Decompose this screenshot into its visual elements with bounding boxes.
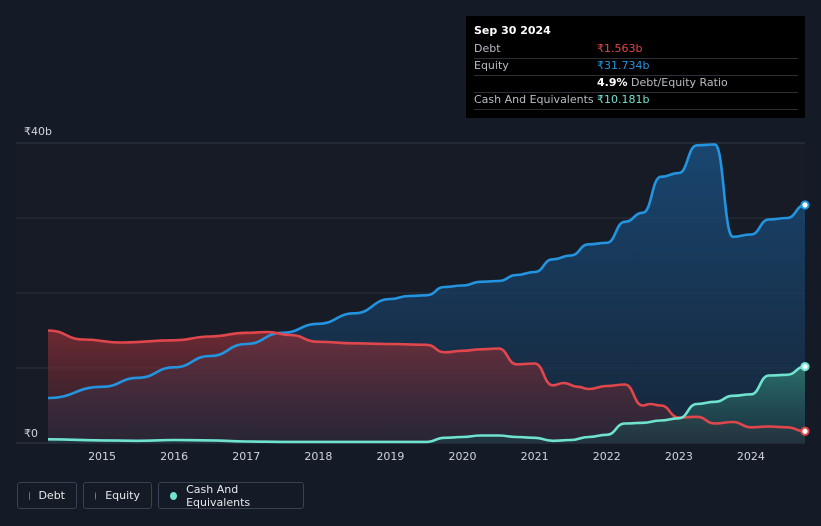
cash-end-marker	[800, 362, 810, 372]
y-tick-label: ₹40b	[24, 125, 52, 138]
x-tick-label: 2021	[521, 450, 549, 463]
tooltip: Sep 30 2024 Debt ₹1.563b Equity ₹31.734b…	[466, 16, 805, 118]
tooltip-row-debt: Debt ₹1.563b	[474, 41, 798, 59]
tooltip-cash-value: ₹10.181b	[597, 93, 650, 106]
tooltip-equity-label: Equity	[474, 59, 509, 72]
equity-end-marker	[800, 200, 810, 210]
equity-dot-icon	[95, 491, 97, 500]
legend-debt-label: Debt	[38, 489, 65, 502]
tooltip-debt-label: Debt	[474, 42, 501, 55]
tooltip-ratio: 4.9% Debt/Equity Ratio	[597, 76, 728, 89]
tooltip-debt-value: ₹1.563b	[597, 42, 643, 55]
x-tick-label: 2020	[449, 450, 477, 463]
cash-line	[47, 365, 806, 444]
tooltip-row-cash: Cash And Equivalents ₹10.181b	[474, 92, 798, 110]
x-tick-label: 2023	[665, 450, 693, 463]
x-tick-label: 2022	[593, 450, 621, 463]
y-tick-label: ₹0	[24, 427, 38, 440]
end-markers	[800, 200, 810, 436]
legend-item-cash[interactable]: Cash And Equivalents	[158, 482, 304, 509]
tooltip-date: Sep 30 2024	[474, 24, 551, 37]
cash-area	[48, 366, 805, 443]
area-fills	[48, 144, 805, 443]
legend-item-debt[interactable]: Debt	[17, 482, 77, 509]
x-tick-label: 2015	[88, 450, 116, 463]
legend-cash-label: Cash And Equivalents	[186, 482, 251, 509]
x-tick-label: 2018	[304, 450, 332, 463]
x-tick-label: 2019	[376, 450, 404, 463]
series-lines	[47, 143, 806, 444]
cash-dot-icon	[170, 491, 178, 500]
equity-line	[47, 143, 806, 400]
y-axis-ticks: ₹0 ₹40b	[24, 125, 52, 440]
legend-item-equity[interactable]: Equity	[83, 482, 152, 509]
x-tick-label: 2016	[160, 450, 188, 463]
x-tick-label: 2017	[232, 450, 260, 463]
tooltip-row-ratio: 4.9% Debt/Equity Ratio	[474, 75, 798, 93]
tooltip-cash-label: Cash And Equivalents	[474, 93, 594, 106]
debt-end-marker	[800, 426, 810, 436]
tooltip-row-equity: Equity ₹31.734b	[474, 58, 798, 76]
tooltip-equity-value: ₹31.734b	[597, 59, 650, 72]
debt-line	[47, 329, 806, 433]
x-axis-ticks: 2015 2016 2017 2018 2019 2020 2021 2022 2023 2024	[88, 450, 765, 463]
tooltip-ratio-value: 4.9%	[597, 76, 628, 89]
debt-area	[48, 330, 805, 443]
tooltip-ratio-label: Debt/Equity Ratio	[631, 76, 728, 89]
legend-equity-label: Equity	[105, 489, 140, 502]
x-tick-label: 2024	[737, 450, 765, 463]
